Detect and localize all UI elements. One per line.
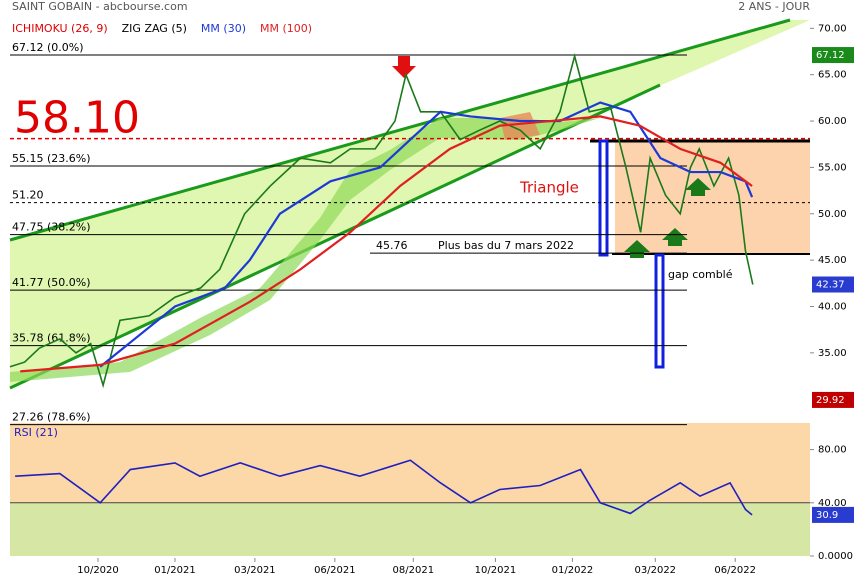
level-note: Plus bas du 7 mars 2022 (438, 239, 574, 252)
y-tick-label: 45.00 (818, 255, 847, 266)
y-tick-label: 40.00 (818, 301, 847, 312)
channel-lower (9, 83, 661, 390)
annotation: Triangle (519, 179, 579, 197)
level-label: 47.75 (38.2%) (12, 221, 91, 234)
x-tick-label: 01/2021 (154, 565, 196, 576)
price-tag (812, 391, 854, 408)
arrow-up (685, 178, 711, 196)
x-tick-label: 01/2022 (552, 565, 594, 576)
rsi-upper-zone (10, 423, 810, 503)
x-tick-label: 06/2022 (714, 565, 756, 576)
y-tick-label: 50.00 (818, 209, 847, 220)
level-label: 27.26 (78.6%) (12, 411, 91, 424)
x-tick-label: 10/2021 (475, 565, 517, 576)
trend-channel (10, 20, 810, 388)
price-tag-label: 29.92 (816, 395, 845, 406)
y-tick-label: 0.0000 (818, 551, 853, 562)
series-line (15, 459, 753, 516)
price-tag (812, 506, 854, 523)
rsi-lower-zone (10, 502, 810, 556)
price-tag-label: 42.37 (816, 280, 845, 291)
page-title: SAINT GOBAIN - abcbourse.com (12, 0, 188, 13)
period: 2 ANS - JOUR (738, 0, 810, 13)
arrow-down (392, 56, 416, 78)
price-tag-label: 67.12 (816, 50, 845, 61)
arrow-up (662, 228, 688, 246)
series-line (20, 115, 753, 373)
y-tick-label: 70.00 (818, 23, 847, 34)
rsi-title: RSI (21) (14, 426, 58, 439)
x-tick-label: 03/2021 (234, 565, 276, 576)
series-line (99, 101, 754, 368)
price-tag-label: 30.9 (816, 510, 838, 521)
price-line-label: 58.10 (14, 93, 140, 144)
y-tick-label: 55.00 (818, 162, 847, 173)
legend-entry: ICHIMOKU (26, 9) (12, 22, 108, 35)
level-label: 51.20 (12, 189, 44, 202)
legend-entry: MM (30) (201, 22, 246, 35)
ichimoku-cloud (10, 118, 600, 382)
level-label: 55.15 (23.6%) (12, 152, 91, 165)
x-tick-label: 06/2021 (314, 565, 356, 576)
level-label: 45.76 (376, 239, 408, 252)
y-tick-label: 65.00 (818, 70, 847, 81)
legend-entry: ZIG ZAG (5) (122, 22, 187, 35)
annotation: gap comblé (668, 268, 733, 281)
price-tag (812, 276, 854, 293)
y-tick-label: 40.00 (818, 498, 847, 509)
legend-entry: MM (100) (260, 22, 312, 35)
y-tick-label: 80.00 (818, 445, 847, 456)
level-label: 35.78 (61.8%) (12, 332, 91, 345)
triangle-zone (615, 141, 810, 254)
y-tick-label: 60.00 (818, 116, 847, 127)
channel-upper (9, 18, 791, 242)
level-label: 67.12 (0.0%) (12, 41, 84, 54)
gap-marker (598, 139, 609, 257)
y-tick-label: 35.00 (818, 348, 847, 359)
x-tick-label: 10/2020 (77, 565, 119, 576)
gap-marker (654, 253, 665, 369)
price-tag (812, 47, 854, 64)
level-label: 41.77 (50.0%) (12, 276, 91, 289)
x-tick-label: 03/2022 (635, 565, 677, 576)
x-tick-label: 08/2021 (393, 565, 435, 576)
